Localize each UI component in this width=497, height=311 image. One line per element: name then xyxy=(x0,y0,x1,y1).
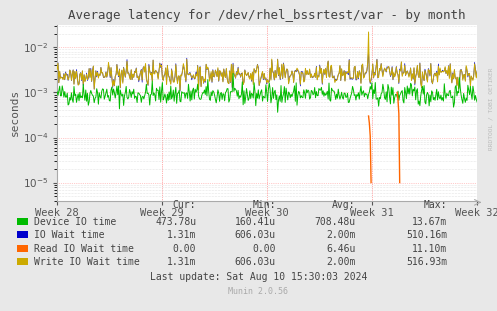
Text: 0.00: 0.00 xyxy=(252,244,276,254)
Text: Last update: Sat Aug 10 15:30:03 2024: Last update: Sat Aug 10 15:30:03 2024 xyxy=(150,272,367,282)
Y-axis label: seconds: seconds xyxy=(10,89,20,136)
Text: 2.00m: 2.00m xyxy=(326,230,355,240)
Text: 708.48u: 708.48u xyxy=(314,217,355,227)
Text: 0.00: 0.00 xyxy=(173,244,196,254)
Text: 11.10m: 11.10m xyxy=(412,244,447,254)
Text: RRDTOOL / TOBI OETIKER: RRDTOOL / TOBI OETIKER xyxy=(489,67,494,150)
Text: 2.00m: 2.00m xyxy=(326,257,355,267)
Text: 1.31m: 1.31m xyxy=(167,257,196,267)
Title: Average latency for /dev/rhel_bssrtest/var - by month: Average latency for /dev/rhel_bssrtest/v… xyxy=(69,9,466,22)
Text: 606.03u: 606.03u xyxy=(235,257,276,267)
Text: Max:: Max: xyxy=(424,200,447,210)
Text: IO Wait time: IO Wait time xyxy=(34,230,104,240)
Text: 606.03u: 606.03u xyxy=(235,230,276,240)
Text: 6.46u: 6.46u xyxy=(326,244,355,254)
Text: Avg:: Avg: xyxy=(332,200,355,210)
Text: Munin 2.0.56: Munin 2.0.56 xyxy=(229,287,288,296)
Text: Min:: Min: xyxy=(252,200,276,210)
Text: 160.41u: 160.41u xyxy=(235,217,276,227)
Text: 516.93m: 516.93m xyxy=(406,257,447,267)
Text: 473.78u: 473.78u xyxy=(155,217,196,227)
Text: Read IO Wait time: Read IO Wait time xyxy=(34,244,134,254)
Text: 13.67m: 13.67m xyxy=(412,217,447,227)
Text: Device IO time: Device IO time xyxy=(34,217,116,227)
Text: Cur:: Cur: xyxy=(173,200,196,210)
Text: Write IO Wait time: Write IO Wait time xyxy=(34,257,140,267)
Text: 1.31m: 1.31m xyxy=(167,230,196,240)
Text: 510.16m: 510.16m xyxy=(406,230,447,240)
